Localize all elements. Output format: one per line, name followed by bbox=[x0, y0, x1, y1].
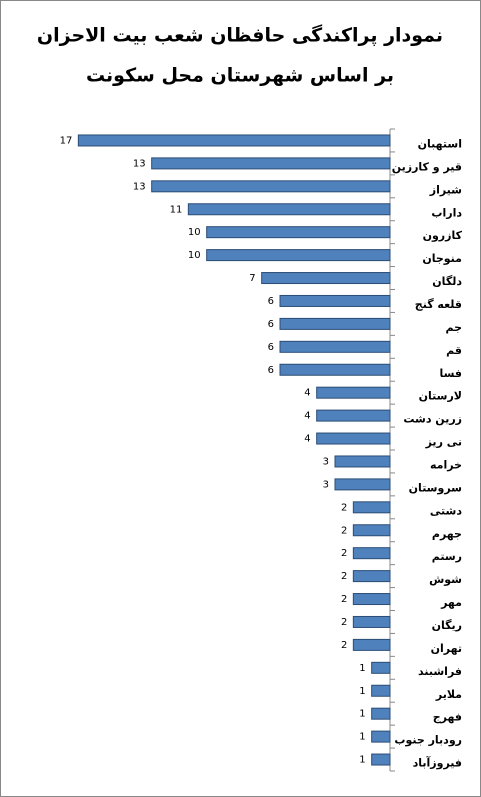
category-label: دشتی bbox=[430, 504, 462, 517]
category-label: فراشبند bbox=[418, 665, 462, 678]
value-label: 2 bbox=[341, 617, 347, 628]
bar bbox=[206, 226, 391, 239]
value-label: 4 bbox=[304, 411, 310, 422]
category-label: فهرج bbox=[433, 711, 462, 725]
value-label: 13 bbox=[133, 181, 146, 192]
category-label: دلگان bbox=[432, 275, 462, 288]
category-label: قلعه گنج bbox=[415, 298, 462, 311]
value-label: 6 bbox=[268, 365, 274, 376]
category-label: مهر bbox=[440, 596, 462, 609]
value-label: 2 bbox=[341, 640, 347, 651]
bar bbox=[279, 340, 391, 353]
bar bbox=[279, 363, 391, 376]
bar bbox=[151, 157, 391, 170]
bar bbox=[316, 432, 391, 445]
category-label: سروستان bbox=[409, 481, 462, 494]
chart-title: نمودار پراکندگی حافظان شعب بیت الاحزان bbox=[37, 24, 443, 47]
bar bbox=[206, 249, 391, 262]
category-label: رودبار جنوب bbox=[394, 734, 462, 747]
value-label: 7 bbox=[249, 273, 255, 284]
bar bbox=[371, 753, 391, 766]
value-label: 2 bbox=[341, 502, 347, 513]
category-label: استهبان bbox=[418, 137, 462, 150]
value-label: 4 bbox=[304, 388, 310, 399]
bar bbox=[352, 524, 391, 537]
value-label: 1 bbox=[359, 663, 365, 674]
bar bbox=[352, 570, 391, 583]
category-label: ملایر bbox=[435, 688, 462, 701]
bar bbox=[316, 386, 391, 399]
value-label: 3 bbox=[323, 479, 329, 490]
value-label: 1 bbox=[359, 709, 365, 720]
category-label: زرین دشت bbox=[403, 413, 462, 426]
bar bbox=[352, 501, 391, 514]
bar bbox=[279, 317, 391, 330]
bar bbox=[371, 661, 391, 674]
category-label: جهرم bbox=[432, 527, 462, 540]
value-label: 4 bbox=[304, 434, 310, 445]
bar bbox=[334, 478, 391, 491]
bar bbox=[334, 455, 391, 468]
value-label: 6 bbox=[268, 342, 274, 353]
category-label: فسا bbox=[439, 367, 462, 380]
value-label: 1 bbox=[359, 755, 365, 766]
category-label: قیر و کارزین bbox=[392, 160, 462, 173]
category-label: نی ریز bbox=[425, 436, 462, 449]
chart-subtitle: بر اساس شهرستان محل سکونت bbox=[86, 65, 394, 87]
category-label: فیروزآباد bbox=[413, 756, 462, 770]
bar bbox=[77, 134, 391, 147]
bar bbox=[352, 593, 391, 606]
category-label: شوش bbox=[429, 573, 462, 586]
value-label: 17 bbox=[60, 135, 73, 146]
value-label: 6 bbox=[268, 319, 274, 330]
category-label: ریگان bbox=[432, 619, 462, 632]
category-label: منوجان bbox=[422, 252, 462, 265]
category-label: قم bbox=[446, 344, 462, 357]
bar bbox=[316, 409, 391, 422]
value-label: 10 bbox=[188, 227, 201, 238]
category-label: کازرون bbox=[423, 229, 463, 242]
bar bbox=[261, 272, 391, 285]
value-label: 1 bbox=[359, 686, 365, 697]
value-label: 11 bbox=[170, 204, 183, 215]
value-label: 13 bbox=[133, 158, 146, 169]
category-label: لارستان bbox=[419, 390, 462, 403]
value-label: 10 bbox=[188, 250, 201, 261]
bar bbox=[279, 294, 391, 307]
category-label: داراب bbox=[431, 206, 462, 219]
bar bbox=[371, 730, 391, 743]
value-label: 2 bbox=[341, 571, 347, 582]
bar bbox=[187, 203, 391, 216]
category-label: خرامه bbox=[430, 458, 462, 471]
bar bbox=[371, 684, 391, 697]
value-label: 2 bbox=[341, 525, 347, 536]
bar bbox=[352, 638, 391, 651]
bar bbox=[352, 615, 391, 628]
category-label: تهران bbox=[431, 642, 462, 655]
value-label: 2 bbox=[341, 594, 347, 605]
category-label: جم bbox=[445, 321, 462, 334]
value-label: 2 bbox=[341, 548, 347, 559]
bar bbox=[371, 707, 391, 720]
value-label: 1 bbox=[359, 732, 365, 743]
bar bbox=[151, 180, 391, 193]
category-label: شیراز bbox=[429, 183, 462, 196]
value-label: 3 bbox=[323, 456, 329, 467]
category-label: رستم bbox=[432, 550, 462, 563]
value-label: 6 bbox=[268, 296, 274, 307]
bar bbox=[352, 547, 391, 560]
